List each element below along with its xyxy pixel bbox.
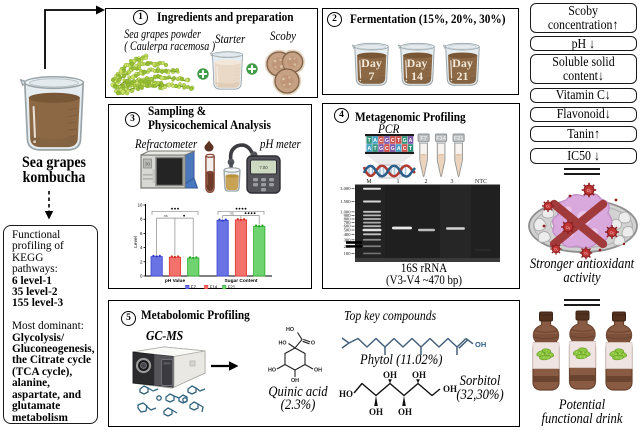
svg-text:7.00: 7.00 [259,165,268,170]
svg-text:OH: OH [369,407,383,417]
svg-text:2: 2 [425,179,428,185]
svg-text:OH: OH [314,368,322,374]
svg-text:O: O [311,341,315,347]
svg-text:30: 30 [145,162,151,167]
svg-text:2: 2 [140,259,143,264]
svg-text:3.000: 3.000 [340,186,351,191]
svg-text:OH: OH [443,384,457,394]
svg-text:A: A [373,138,377,144]
svg-text:OH: OH [291,378,299,384]
svg-text:1.500: 1.500 [340,199,351,204]
svg-text:100: 100 [344,251,352,256]
svg-text:0: 0 [140,274,143,279]
svg-text:500: 500 [344,228,352,233]
svg-text:10: 10 [138,203,143,208]
svg-text:ns: ns [230,211,234,216]
svg-text:OH: OH [383,370,397,380]
svg-text:A: A [367,146,371,152]
svg-text:3: 3 [451,179,454,185]
svg-text:A: A [397,146,401,152]
svg-text:F21: F21 [454,136,464,142]
svg-text:HO: HO [278,341,286,347]
svg-text:T: T [374,146,378,152]
svg-text:F7: F7 [191,285,197,290]
svg-text:T: T [397,138,401,144]
svg-text:OH: OH [398,407,412,417]
svg-text:600: 600 [344,224,352,229]
svg-text:G: G [379,146,383,152]
svg-text:pH Value: pH Value [165,278,186,284]
svg-text:G: G [385,138,389,144]
svg-text:C: C [391,138,395,144]
svg-text:C: C [385,146,389,152]
svg-text:900: 900 [344,213,352,218]
svg-text:T: T [409,146,413,152]
svg-text:800: 800 [344,217,352,222]
svg-text:A: A [409,138,413,144]
svg-text:OH: OH [475,340,486,349]
svg-text:1: 1 [397,179,400,185]
svg-text:300: 300 [344,237,352,242]
svg-text:6: 6 [140,231,143,236]
svg-text:ns: ns [164,213,168,218]
svg-text:NTC: NTC [475,179,487,185]
svg-text:M: M [366,179,372,185]
svg-text:G: G [403,138,407,144]
svg-text:OH: OH [412,370,426,380]
svg-text:C: C [403,146,407,152]
svg-text:F14: F14 [436,136,447,142]
svg-text:Sugar Content: Sugar Content [224,278,257,284]
svg-text:T: T [368,138,372,144]
svg-text:HO: HO [339,389,353,399]
svg-text:4: 4 [140,245,143,250]
svg-text:F7: F7 [420,136,427,142]
svg-text:F21: F21 [228,285,236,290]
svg-text:Level: Level [133,236,139,247]
svg-text:8: 8 [140,217,143,222]
svg-text:HO: HO [286,327,294,333]
svg-text:400: 400 [344,232,352,237]
svg-text:HO: HO [268,368,276,374]
svg-text:1.000: 1.000 [340,209,351,214]
svg-text:C: C [379,138,383,144]
svg-text:700: 700 [344,220,352,225]
svg-text:F14: F14 [210,285,218,290]
svg-text:G: G [391,146,395,152]
